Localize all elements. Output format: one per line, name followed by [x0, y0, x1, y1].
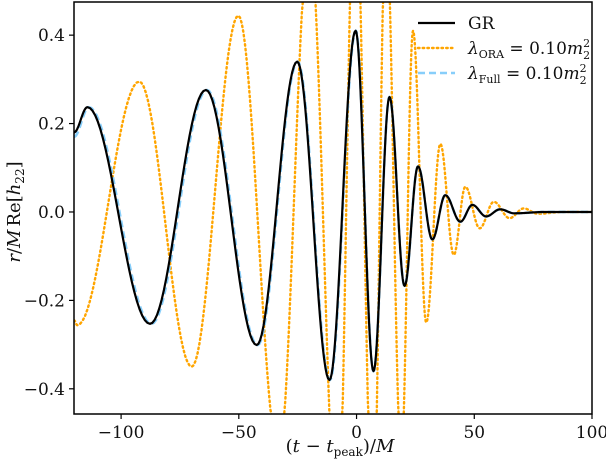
x-tick-label: 100 [576, 423, 606, 443]
y-label-sub: 22 [13, 168, 27, 183]
x-label-part: t [326, 436, 334, 457]
legend-part: 2 [583, 37, 590, 50]
axis-ticks: −100 −50 0 50 100 0.4 0.2 0.0 −0.2 −0.4 [24, 26, 606, 443]
legend: GR λORA = 0.10m2 2 λFull = 0.10m2 2 [416, 14, 590, 87]
y-label-part: / [4, 247, 25, 254]
legend-part: m [567, 39, 583, 59]
y-label-part: r [4, 253, 25, 263]
legend-part: 2 [580, 62, 587, 75]
y-label-part: M [4, 229, 25, 249]
legend-part: Full [479, 73, 501, 86]
y-tick-label: 0.2 [38, 115, 65, 135]
x-label-sub: peak [334, 445, 364, 459]
x-tick-label: −50 [221, 423, 257, 443]
y-tick-label: −0.2 [24, 291, 65, 311]
plot-frame [73, 1, 593, 415]
legend-part: 2 [580, 74, 587, 87]
y-tick-label: 0.4 [38, 26, 65, 46]
legend-part: λ [467, 39, 479, 59]
y-label-part: Re[ [4, 195, 25, 226]
y-label-part: h [4, 184, 25, 196]
x-label-part: )/ [363, 436, 377, 457]
x-axis-label: (t − tpeak)/M [286, 436, 395, 459]
x-label-part: t [293, 436, 301, 457]
y-label-part: ] [4, 161, 25, 168]
legend-part: = 0.10 [501, 64, 564, 84]
x-tick-label: 50 [463, 423, 485, 443]
x-label-part: ( [286, 436, 293, 457]
y-axis-label: r/M Re[h22] [4, 161, 27, 262]
x-label-part: − [300, 436, 327, 457]
series-line-dotted [74, 2, 592, 414]
legend-part: 2 [583, 49, 590, 62]
legend-label-full: λFull = 0.10m2 2 [467, 62, 587, 87]
plot-curves [74, 2, 592, 414]
legend-part: λ [467, 64, 479, 84]
series-line-solid [74, 29, 592, 382]
x-label-part: M [375, 436, 395, 457]
legend-label-gr: GR [468, 14, 496, 34]
x-tick-label: 0 [351, 423, 362, 443]
legend-part: = 0.10 [504, 39, 567, 59]
x-tick-label: −100 [98, 423, 145, 443]
y-tick-label: −0.4 [24, 380, 65, 400]
legend-part: m [563, 64, 579, 84]
legend-part: ORA [479, 48, 505, 61]
y-tick-label: 0.0 [38, 203, 65, 223]
legend-label-ora: λORA = 0.10m2 2 [467, 37, 590, 62]
